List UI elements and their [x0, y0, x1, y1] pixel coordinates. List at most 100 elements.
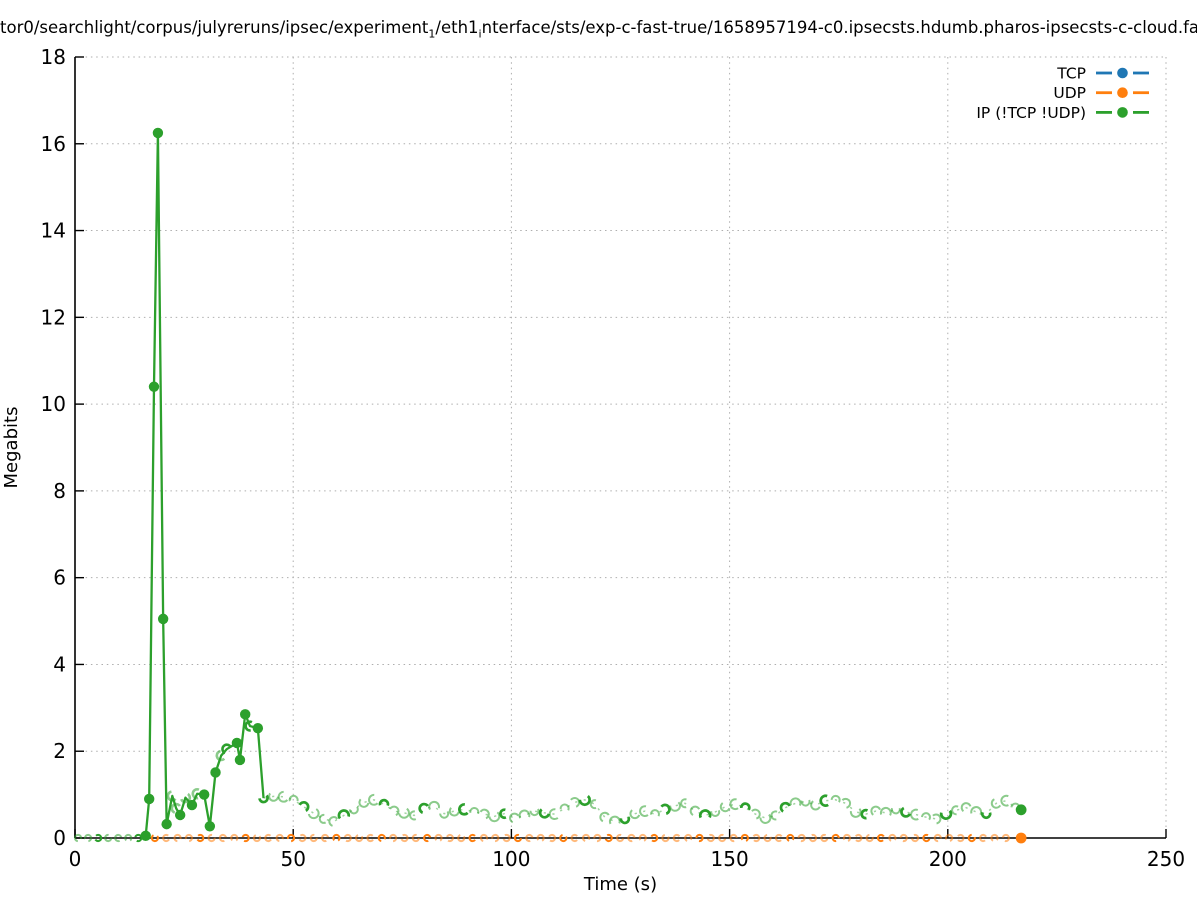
- data-point-arc: [680, 798, 691, 809]
- x-tick-label: 50: [280, 847, 305, 871]
- data-point-arc: [230, 833, 239, 843]
- data-point-arc: [509, 812, 520, 824]
- data-point-arc: [910, 808, 922, 821]
- data-point-dot: [174, 809, 186, 821]
- data-point-arc: [1000, 794, 1013, 807]
- data-point-arc: [73, 833, 83, 843]
- data-point-dot: [143, 793, 155, 805]
- data-point-arc: [669, 799, 681, 812]
- data-point-arc: [218, 833, 228, 843]
- data-point-arc: [458, 803, 471, 816]
- data-point-arc: [434, 833, 443, 843]
- data-point-arc: [581, 833, 591, 843]
- data-point-arc: [840, 797, 852, 809]
- data-point-dot: [210, 767, 221, 778]
- data-point-arc: [348, 804, 359, 815]
- data-point-arc: [980, 808, 992, 820]
- data-point-arc: [114, 833, 123, 843]
- data-point-arc: [389, 833, 398, 843]
- data-point-arc: [423, 833, 432, 843]
- data-point-arc: [83, 833, 93, 843]
- data-point-arc: [297, 800, 310, 813]
- legend-point-sample: [1117, 87, 1128, 98]
- data-point-arc: [615, 833, 625, 843]
- data-point-arc: [215, 749, 227, 762]
- data-point-dot: [1015, 804, 1027, 816]
- data-point-arc: [343, 833, 352, 843]
- data-point-arc: [173, 833, 182, 843]
- data-point-arc: [448, 805, 460, 817]
- data-point-arc: [559, 803, 570, 814]
- legend-label: TCP: [1056, 65, 1086, 83]
- data-point-arc: [354, 833, 364, 843]
- data-point-arc: [264, 833, 273, 843]
- data-point-arc: [337, 809, 351, 822]
- data-point-arc: [890, 804, 901, 815]
- data-point-arc: [608, 815, 621, 828]
- data-point-arc: [749, 808, 761, 820]
- y-tick-label: 12: [41, 305, 66, 329]
- y-tick-label: 0: [53, 826, 66, 850]
- data-point-arc: [207, 833, 216, 843]
- y-tick-label: 4: [53, 652, 66, 676]
- data-point-dot: [161, 818, 172, 830]
- data-point-arc: [900, 806, 912, 818]
- data-point-arc: [244, 720, 256, 732]
- data-point-arc: [930, 813, 942, 825]
- data-point-arc: [134, 833, 143, 843]
- data-point-arc: [252, 833, 262, 843]
- data-point-arc: [318, 813, 329, 824]
- data-point-arc: [706, 833, 715, 843]
- data-point-arc: [879, 806, 892, 819]
- data-point-arc: [695, 833, 704, 843]
- data-point-arc: [860, 808, 872, 820]
- data-point-dot: [239, 709, 251, 720]
- x-tick-label: 100: [492, 847, 530, 871]
- data-point-arc: [789, 797, 802, 810]
- data-point-arc: [569, 796, 581, 808]
- data-point-arc: [854, 833, 863, 843]
- data-point-arc: [797, 833, 806, 843]
- data-point-arc: [842, 833, 852, 843]
- data-point-arc: [491, 833, 500, 843]
- data-point-arc: [763, 833, 772, 843]
- data-point-arc: [876, 833, 886, 843]
- data-point-arc: [457, 833, 466, 843]
- data-point-arc: [770, 810, 781, 821]
- data-point-arc: [368, 793, 380, 806]
- data-point-arc: [661, 833, 670, 843]
- data-point-arc: [729, 833, 738, 843]
- data-point-arc: [502, 833, 511, 843]
- data-point-arc: [275, 833, 284, 843]
- data-point-arc: [221, 743, 233, 755]
- legend-point-sample: [1117, 107, 1128, 118]
- data-point-arc: [627, 833, 636, 843]
- data-point-arc: [910, 833, 920, 843]
- x-tick-label: 150: [711, 847, 749, 871]
- data-point-dot: [148, 381, 160, 392]
- data-point-arc: [428, 800, 441, 813]
- data-point-arc: [479, 833, 489, 843]
- data-point-dot: [1015, 832, 1027, 844]
- data-point-arc: [570, 833, 579, 843]
- y-tick-label: 18: [41, 45, 66, 69]
- data-point-arc: [589, 799, 600, 810]
- data-point-arc: [759, 812, 772, 824]
- data-point-arc: [684, 833, 693, 843]
- data-point-dot: [152, 127, 164, 139]
- data-point-arc: [513, 833, 523, 843]
- data-point-arc: [358, 796, 370, 808]
- data-point-arc: [378, 798, 390, 810]
- data-point-arc: [619, 813, 631, 825]
- data-point-arc: [388, 805, 400, 817]
- title-part-1: tor0/searchlight/corpus/julyreruns/ipsec…: [0, 18, 429, 37]
- data-point-arc: [104, 833, 113, 843]
- data-point-arc: [298, 833, 307, 843]
- data-point-arc: [307, 807, 320, 820]
- data-point-dot: [198, 789, 210, 800]
- data-point-arc: [593, 833, 602, 843]
- legend-item-ip-tcp-udp: IP (!TCP !UDP): [976, 104, 1149, 122]
- data-point-arc: [922, 833, 931, 843]
- data-point-arc: [377, 833, 386, 843]
- data-point-arc: [196, 833, 205, 843]
